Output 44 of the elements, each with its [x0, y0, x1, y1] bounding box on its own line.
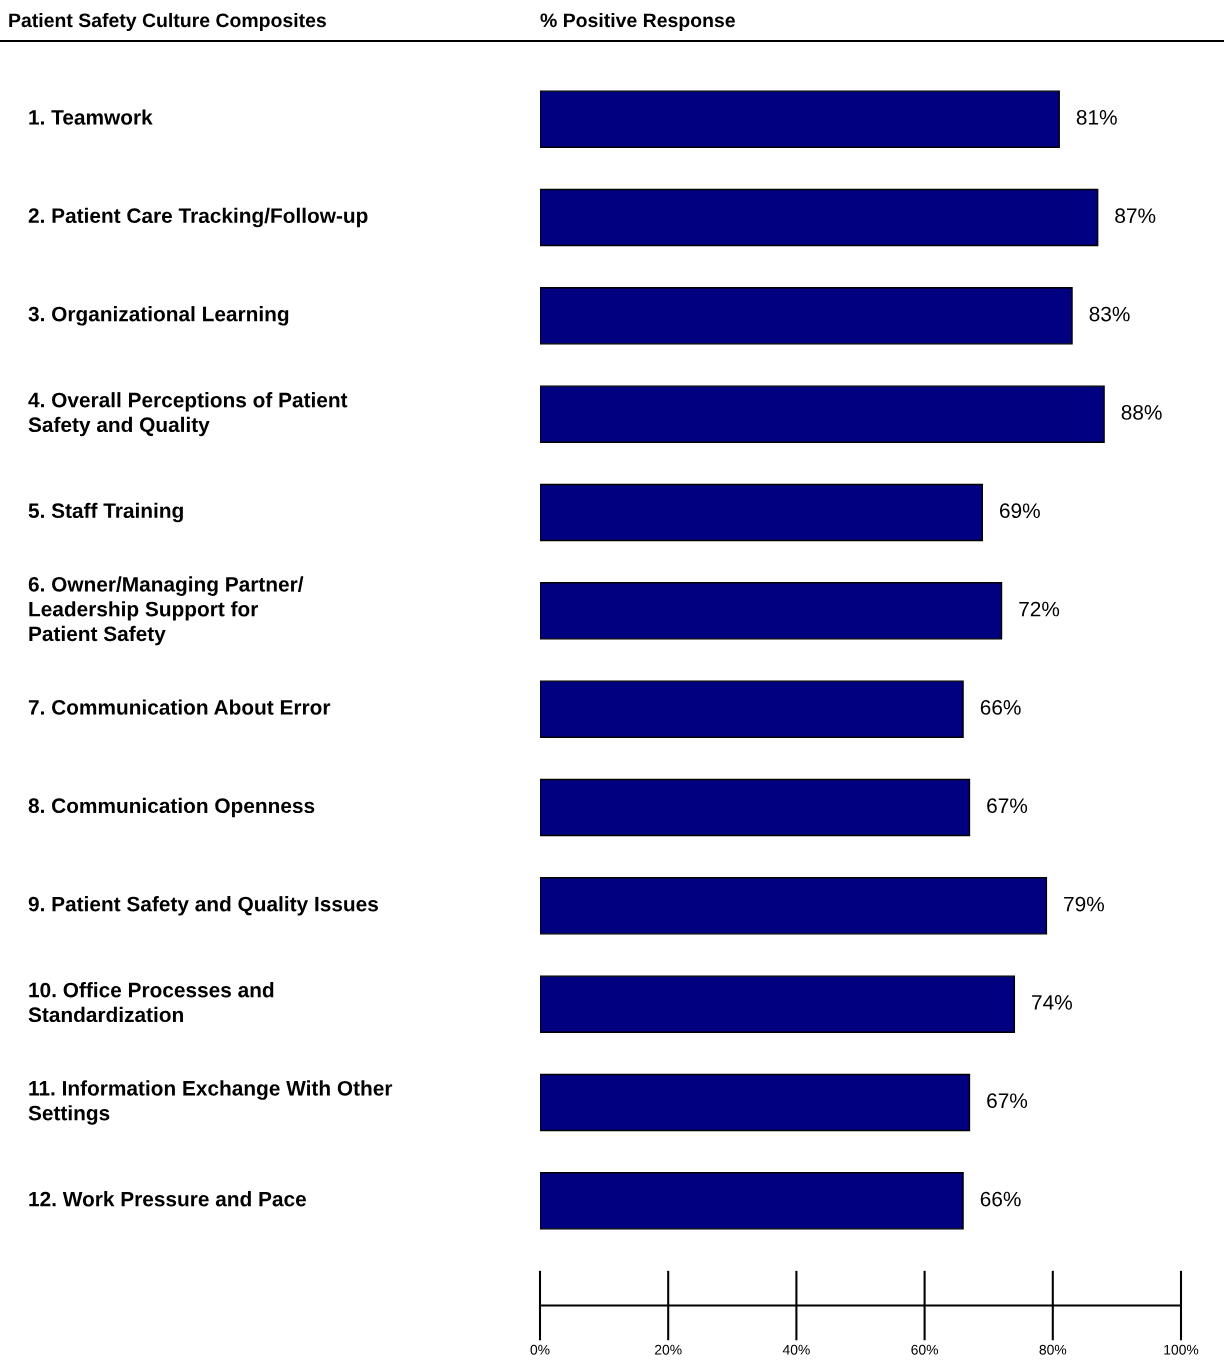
y-tick-label: 1. Teamwork: [29, 109, 153, 125]
y-tick-label: 6. Owner/Managing Partner/ Leadership Support for Patient Safety: [28, 576, 304, 646]
data-label: 67%: [987, 1093, 1028, 1109]
y-tick-label: 7. Communication About Error: [28, 699, 331, 715]
bar: [540, 582, 1003, 640]
bar: [540, 90, 1060, 148]
y-tick-label: 12. Work Pressure and Pace: [29, 1191, 306, 1207]
data-label: 74%: [1032, 995, 1072, 1010]
data-label: 79%: [1064, 896, 1105, 912]
x-tick-label: 80%: [1039, 1344, 1067, 1355]
data-label: 87%: [1115, 208, 1156, 224]
bar: [540, 188, 1099, 247]
bar: [540, 1172, 964, 1230]
x-tick-label: 60%: [911, 1344, 939, 1355]
x-tick-label: 40%: [782, 1344, 810, 1355]
bar: [540, 1073, 971, 1132]
data-label: 67%: [987, 798, 1028, 814]
bar: [540, 975, 1016, 1033]
y-tick-label: 11. Information Exchange With Other Settings: [28, 1080, 393, 1125]
x-tick-label: 100%: [1164, 1344, 1199, 1355]
text: Patient Safety Culture Composites: [9, 12, 326, 32]
data-label: 66%: [980, 700, 1021, 715]
y-tick-label: 3. Organizational Learning: [28, 306, 289, 326]
bar: [540, 680, 964, 738]
bar: [540, 877, 1048, 935]
x-axis-title: % Positive Response: [540, 12, 735, 32]
x-tick-label: 20%: [655, 1344, 682, 1355]
bar: [540, 483, 983, 542]
data-label: 69%: [1000, 503, 1040, 519]
bar: [540, 287, 1073, 345]
y-tick-label: 8. Communication Openness: [28, 797, 315, 818]
y-tick-label: 5. Staff Training: [28, 502, 183, 523]
bar: [540, 778, 971, 837]
y-tick-label: 4. Overall Perceptions of Patient Safety and Quality: [28, 392, 348, 437]
bar: [540, 385, 1105, 443]
y-tick-label: 9. Patient Safety and Quality Issues: [28, 896, 378, 916]
data-label: 83%: [1089, 306, 1130, 322]
x-tick-label: 0%: [530, 1344, 550, 1355]
y-tick-label: 10. Office Processes and Standardization: [28, 982, 274, 1023]
data-label: 81%: [1076, 110, 1117, 125]
data-label: 66%: [980, 1191, 1021, 1207]
data-label: 88%: [1121, 405, 1162, 420]
data-label: 72%: [1019, 601, 1060, 617]
y-tick-label: 2. Patient Care Tracking/Follow-up: [28, 207, 368, 228]
